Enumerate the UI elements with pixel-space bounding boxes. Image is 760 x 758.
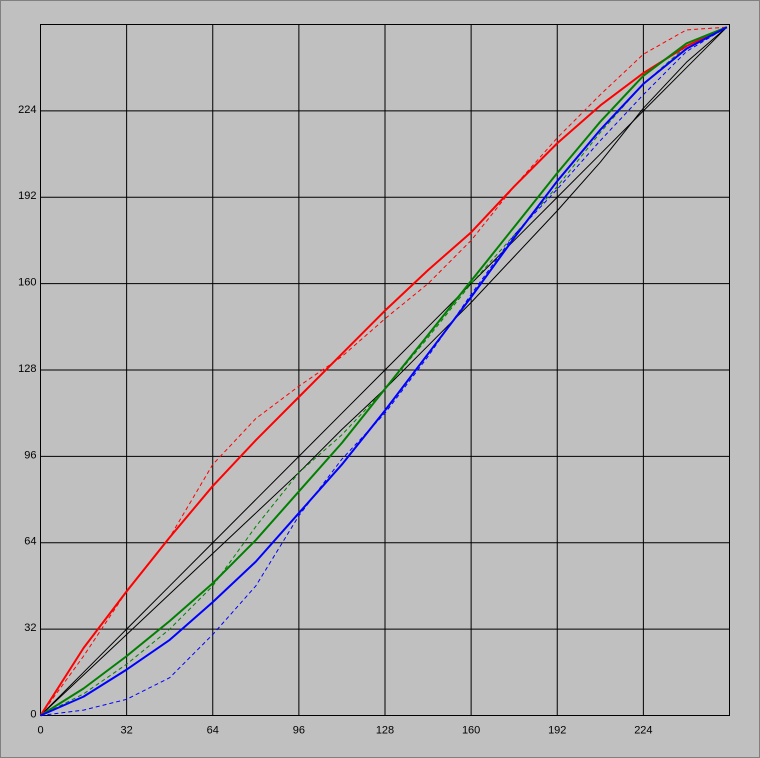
line-series bbox=[39, 26, 728, 717]
y-tick-label: 224 bbox=[18, 104, 36, 116]
line-series bbox=[40, 26, 728, 716]
line-series bbox=[39, 26, 728, 717]
x-tick-label: 192 bbox=[548, 724, 566, 736]
x-tick-label: 128 bbox=[376, 724, 394, 736]
y-tick-label: 32 bbox=[24, 622, 36, 634]
y-tick-label: 64 bbox=[24, 536, 36, 548]
line-series bbox=[40, 26, 728, 716]
x-tick-label: 0 bbox=[37, 724, 43, 736]
x-tick-label: 32 bbox=[121, 724, 133, 736]
x-tick-label: 64 bbox=[207, 724, 219, 736]
x-tick-label: 160 bbox=[462, 724, 480, 736]
line-series bbox=[40, 26, 728, 717]
y-tick-label: 0 bbox=[30, 708, 36, 720]
y-tick-label: 160 bbox=[18, 277, 36, 289]
y-tick-label: 128 bbox=[18, 363, 36, 375]
y-tick-label: 96 bbox=[24, 449, 36, 461]
x-tick-label: 224 bbox=[634, 724, 652, 736]
y-tick-label: 192 bbox=[18, 190, 36, 202]
x-tick-label: 96 bbox=[293, 724, 305, 736]
